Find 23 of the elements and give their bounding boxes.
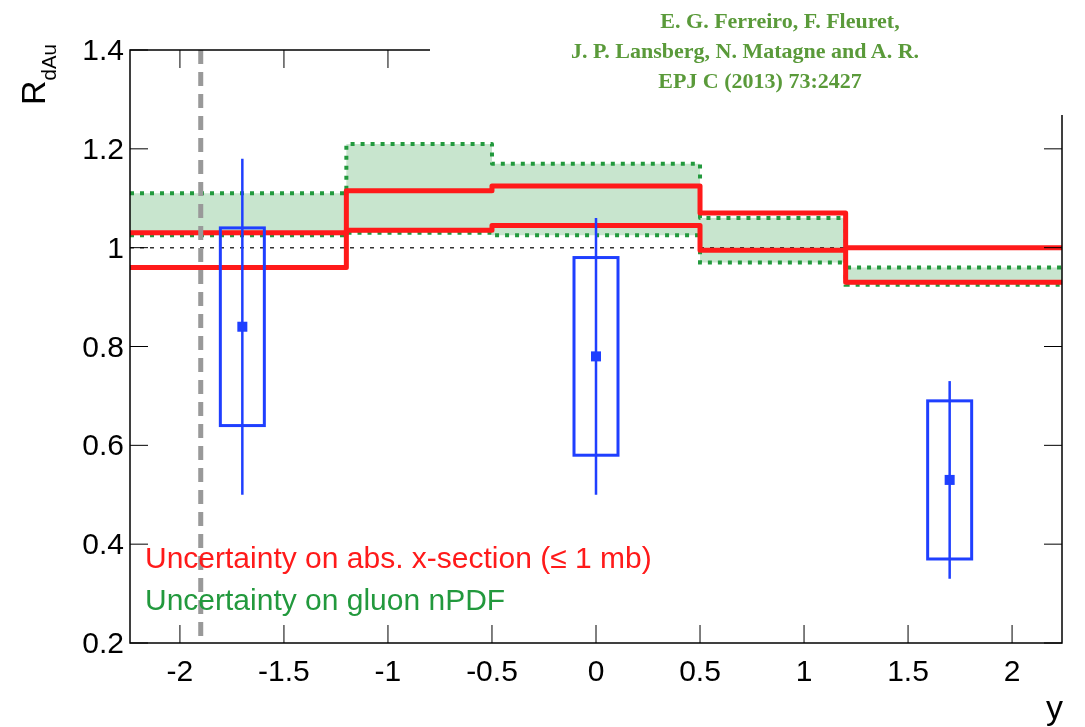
y-tick-label: 0.2 — [82, 626, 124, 659]
x-tick-label: 1 — [795, 654, 813, 687]
y-tick-label: 0.8 — [82, 329, 124, 363]
point — [591, 351, 601, 362]
x-tick-label: -1.5 — [258, 654, 310, 687]
y-tick-label: 0.4 — [82, 527, 124, 561]
x-tick-label: 1.5 — [887, 654, 929, 687]
text: Uncertainty on gluon nPDF — [145, 583, 506, 616]
y-tick-label: 1.2 — [82, 131, 124, 165]
x-tick-label: -2 — [166, 654, 194, 687]
x-tick-label: 0.5 — [679, 654, 721, 687]
y-tick-label: 1.4 — [82, 33, 124, 66]
x-tick-label: 2 — [1003, 654, 1021, 687]
text: Uncertainty on abs. x-section (≤ 1 mb) — [145, 541, 652, 574]
x-tick-label: -1 — [374, 654, 402, 687]
point — [237, 321, 248, 332]
x-axis-title: y — [1046, 688, 1063, 726]
x-tick-label: 0 — [587, 654, 605, 687]
annotation: E. G. Ferreiro, F. Fleuret, J. P. Lansberg, N. Matagne and A. R. EPJ C (2013) 73:2427 — [570, 8, 920, 93]
y-tick-label: 0.6 — [82, 428, 124, 462]
y-tick-label: 1 — [107, 230, 124, 264]
point — [944, 474, 955, 485]
x-tick-label: -0.5 — [466, 654, 518, 687]
